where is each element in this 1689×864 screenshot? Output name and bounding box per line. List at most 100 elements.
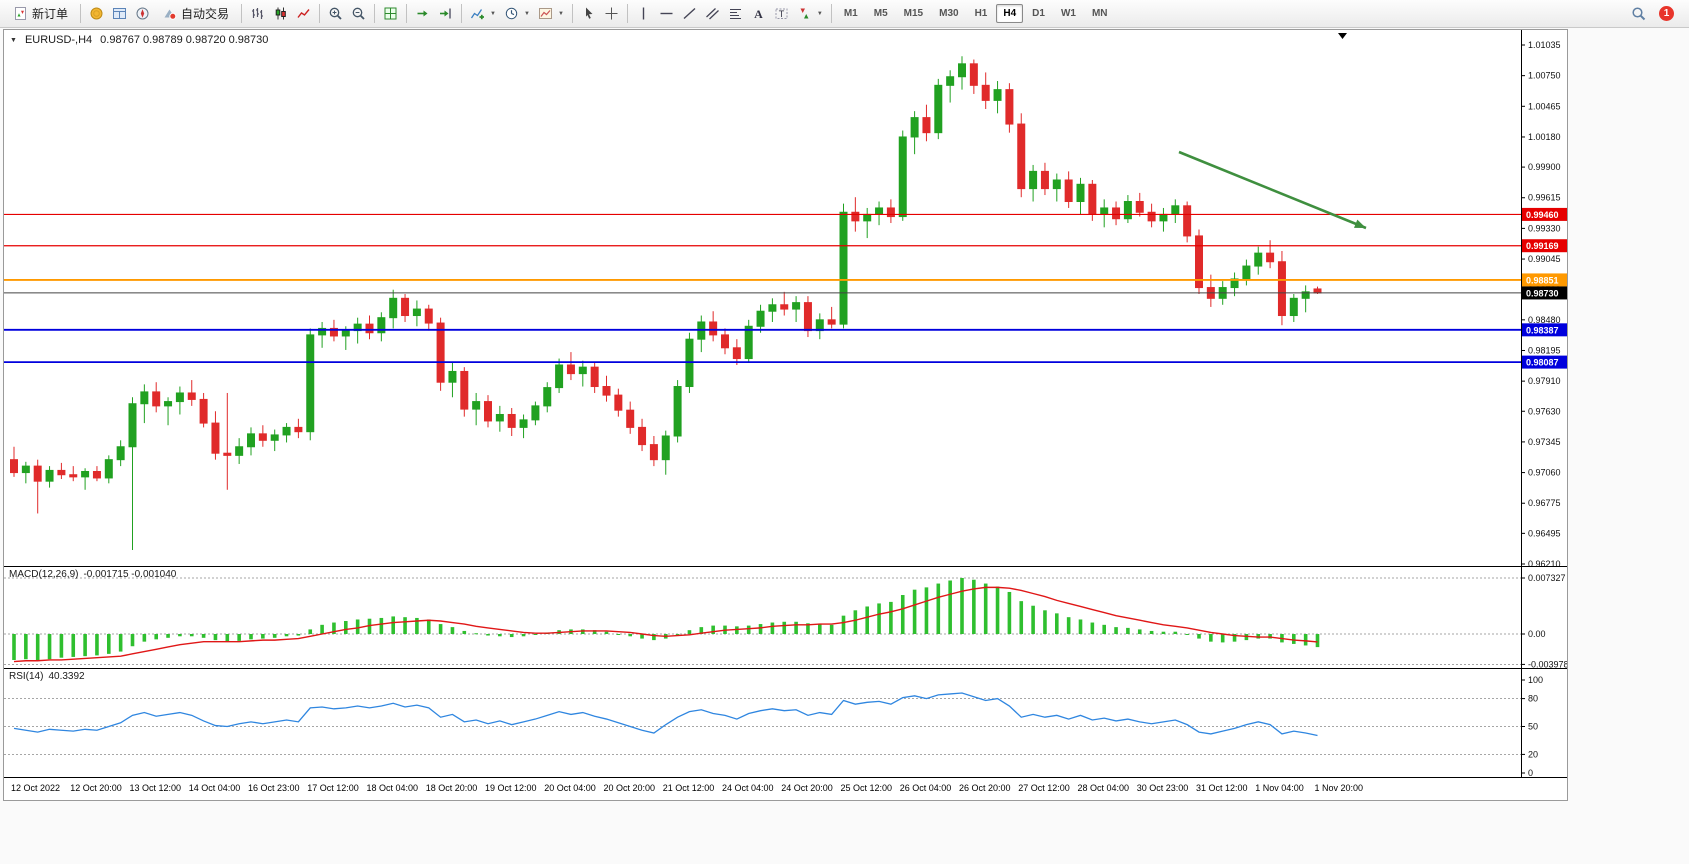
time-label: 20 Oct 04:00 [544, 783, 596, 793]
svg-text:1.00750: 1.00750 [1528, 71, 1561, 81]
timeframe-d1[interactable]: D1 [1032, 8, 1045, 19]
svg-text:0.98851: 0.98851 [1526, 275, 1559, 285]
time-label: 31 Oct 12:00 [1196, 783, 1248, 793]
timeframe-m30[interactable]: M30 [939, 8, 959, 19]
arrows-dropdown[interactable]: ▼ [793, 3, 827, 25]
notifications-badge[interactable]: 1 [1659, 6, 1674, 21]
market-watch-button[interactable] [85, 3, 108, 25]
svg-text:100: 100 [1528, 675, 1543, 685]
channel-icon [705, 6, 720, 21]
periods-dropdown[interactable]: ▼ [500, 3, 534, 25]
price-chart-canvas[interactable]: 1.01035 1.00750 1.00465 1.00180 0.99900 0.996… [4, 30, 1567, 566]
time-label: 1 Nov 20:00 [1314, 783, 1364, 793]
macd-values: -0.001715 -0.001040 [83, 569, 177, 580]
time-label: 1 Nov 04:00 [1255, 783, 1304, 793]
time-label: 16 Oct 23:00 [248, 783, 300, 793]
auto-scroll-button[interactable] [411, 3, 434, 25]
time-label: 18 Oct 04:00 [366, 783, 419, 793]
zoom-in-icon [328, 6, 343, 21]
navigator-button[interactable] [131, 3, 154, 25]
svg-text:50: 50 [1528, 722, 1538, 732]
toolbar-separator [80, 4, 82, 23]
templates-dropdown[interactable]: ▼ [534, 3, 568, 25]
svg-text:0.99615: 0.99615 [1528, 193, 1561, 203]
trendline-button[interactable] [678, 3, 701, 25]
autotrading-button[interactable]: 自动交易 [154, 3, 237, 25]
svg-text:1.00180: 1.00180 [1528, 132, 1561, 142]
time-label: 21 Oct 12:00 [662, 783, 715, 793]
macd-label: MACD(12,26,9) -0.001715 -0.001040 [9, 569, 181, 580]
svg-text:0.98387: 0.98387 [1526, 325, 1559, 335]
timeframe-w1[interactable]: W1 [1060, 8, 1076, 19]
rsi-canvas[interactable]: 100 80 50 20 0 [4, 669, 1567, 777]
crosshair-button[interactable] [600, 3, 623, 25]
data-window-button[interactable] [108, 3, 131, 25]
timeframe-h1[interactable]: H1 [974, 8, 988, 19]
search-button[interactable] [1627, 3, 1651, 25]
svg-text:0.97630: 0.97630 [1528, 406, 1561, 416]
tile-windows-button[interactable] [379, 3, 402, 25]
data-window-icon [112, 6, 127, 21]
svg-text:20: 20 [1528, 749, 1538, 759]
chart-title: ▼ EURUSD-,H4 0.98767 0.98789 0.98720 0.9… [10, 34, 268, 46]
svg-text:0.98087: 0.98087 [1526, 358, 1559, 368]
cursor-button[interactable] [577, 3, 600, 25]
text-label-icon: T [774, 6, 789, 21]
svg-text:1.01035: 1.01035 [1528, 40, 1561, 50]
line-chart-button[interactable] [292, 3, 315, 25]
time-label: 20 Oct 20:00 [603, 783, 656, 793]
chart-ohlc-values: 0.98767 0.98789 0.98720 0.98730 [100, 34, 269, 46]
horizontal-line-icon [659, 6, 674, 21]
time-label: 24 Oct 20:00 [781, 783, 833, 793]
toolbar-separator [319, 4, 321, 23]
search-icon [1631, 6, 1647, 22]
new-order-label: 新订单 [32, 7, 69, 21]
zoom-out-icon [351, 6, 366, 21]
time-label: 19 Oct 12:00 [485, 783, 537, 793]
svg-text:0.99900: 0.99900 [1528, 162, 1561, 172]
cursor-icon [581, 6, 596, 21]
zoom-out-button[interactable] [347, 3, 370, 25]
text-button[interactable]: A [747, 3, 770, 25]
macd-canvas[interactable]: 0.007327 0.00 -0.003978 [4, 567, 1567, 668]
chevron-down-icon: ▼ [490, 10, 496, 17]
vertical-line-button[interactable] [632, 3, 655, 25]
line-chart-icon [296, 6, 311, 21]
toolbar-separator [461, 4, 463, 23]
channel-button[interactable] [701, 3, 724, 25]
timeframe-m15[interactable]: M15 [903, 8, 924, 19]
svg-text:0.96775: 0.96775 [1528, 498, 1561, 508]
timeframe-m5[interactable]: M5 [873, 8, 888, 19]
svg-text:1.00465: 1.00465 [1528, 101, 1561, 111]
svg-text:0: 0 [1528, 768, 1533, 777]
candlestick-chart-button[interactable] [269, 3, 292, 25]
chart-shift-button[interactable] [434, 3, 457, 25]
timeframe-h4[interactable]: H4 [996, 4, 1024, 23]
chart-symbol: EURUSD-,H4 [24, 34, 93, 46]
timeframe-mn[interactable]: MN [1091, 8, 1108, 19]
time-label: 30 Oct 23:00 [1136, 783, 1189, 793]
svg-text:0.99045: 0.99045 [1528, 254, 1561, 264]
main-toolbar: 新订单 自动交易 ▼ ▼ ▼ A T ▼ M1 M5 M15 M30 H1 H4… [0, 0, 1689, 28]
chart-menu-icon[interactable]: ▼ [10, 36, 17, 44]
svg-text:80: 80 [1528, 694, 1538, 704]
zoom-in-button[interactable] [324, 3, 347, 25]
time-label: 12 Oct 2022 [11, 783, 61, 793]
main-chart-panel: 1.01035 1.00750 1.00465 1.00180 0.99900 0.996… [4, 30, 1567, 567]
clock-icon [504, 6, 519, 21]
bar-chart-button[interactable] [246, 3, 269, 25]
new-order-button[interactable]: 新订单 [5, 3, 76, 25]
toolbar-separator [830, 4, 832, 23]
time-axis[interactable]: 12 Oct 2022 12 Oct 20:00 13 Oct 12:00 14 Oc… [4, 778, 1567, 800]
rsi-panel: 100 80 50 20 0 RSI(14) 40.3392 [4, 669, 1567, 778]
timeframe-m1[interactable]: M1 [843, 8, 858, 19]
horizontal-line-button[interactable] [655, 3, 678, 25]
fibonacci-button[interactable] [724, 3, 747, 25]
bar-chart-icon [250, 6, 265, 21]
text-label-button[interactable]: T [770, 3, 793, 25]
time-label: 26 Oct 20:00 [959, 783, 1011, 793]
svg-text:0.98480: 0.98480 [1528, 315, 1561, 325]
svg-text:0.97060: 0.97060 [1528, 468, 1561, 478]
svg-text:T: T [779, 9, 785, 19]
indicators-dropdown[interactable]: ▼ [466, 3, 500, 25]
